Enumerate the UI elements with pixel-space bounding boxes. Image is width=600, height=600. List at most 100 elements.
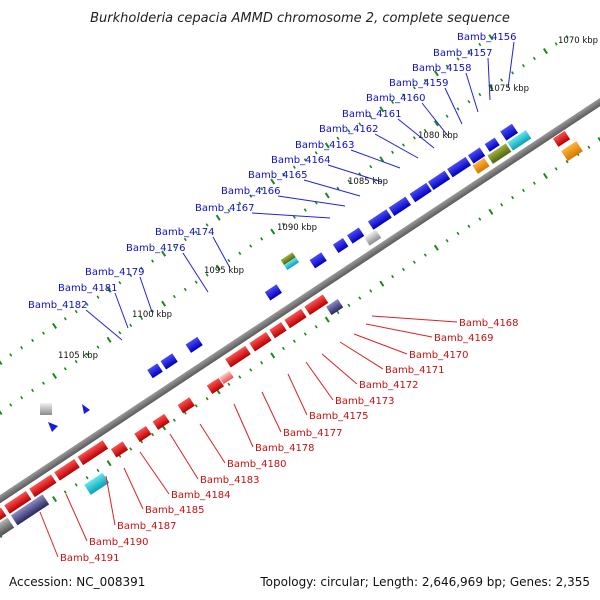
- gene-feature-reverse[interactable]: [304, 294, 329, 316]
- gene-feature-gray[interactable]: [40, 403, 52, 415]
- scale-tick: [52, 496, 58, 503]
- gene-feature-forward[interactable]: [484, 137, 500, 152]
- gene-label-forward[interactable]: Bamb_4156: [457, 32, 517, 43]
- gene-feature-olive[interactable]: [280, 252, 296, 266]
- scale-tick: [324, 316, 330, 323]
- gene-label-forward[interactable]: Bamb_4166: [221, 186, 281, 197]
- gene-feature-forward[interactable]: [409, 182, 432, 203]
- gene-label-reverse[interactable]: Bamb_4170: [409, 350, 469, 361]
- gene-feature-gray[interactable]: [363, 229, 382, 246]
- gene-feature-forward[interactable]: [347, 227, 365, 244]
- gene-feature-forward[interactable]: [48, 422, 58, 432]
- gene-label-forward[interactable]: Bamb_4160: [366, 93, 426, 104]
- gene-label-forward[interactable]: Bamb_4163: [295, 140, 355, 151]
- gene-feature-forward[interactable]: [388, 196, 411, 216]
- gene-feature-reverse[interactable]: [249, 332, 272, 352]
- gene-feature-reverse[interactable]: [552, 130, 571, 147]
- callout-line-reverse: [39, 511, 59, 558]
- gene-feature-reverse[interactable]: [269, 322, 287, 339]
- gene-feature-forward[interactable]: [309, 252, 327, 269]
- gene-label-forward[interactable]: Bamb_4174: [155, 227, 215, 238]
- gene-feature-pink[interactable]: [219, 370, 234, 385]
- gene-label-forward[interactable]: Bamb_4179: [85, 267, 145, 278]
- gene-feature-orange[interactable]: [561, 141, 583, 162]
- gene-feature-forward[interactable]: [427, 170, 451, 191]
- gene-label-forward[interactable]: Bamb_4157: [433, 48, 493, 59]
- gene-feature-reverse[interactable]: [29, 474, 57, 498]
- gene-feature-forward[interactable]: [332, 238, 349, 253]
- gene-label-forward[interactable]: Bamb_4162: [319, 124, 379, 135]
- gene-feature-reverse[interactable]: [4, 491, 32, 514]
- scale-tick: [106, 286, 112, 293]
- gene-label-reverse[interactable]: Bamb_4187: [117, 521, 177, 532]
- gene-label-reverse[interactable]: Bamb_4180: [227, 459, 287, 470]
- gene-label-reverse[interactable]: Bamb_4185: [145, 505, 205, 516]
- gene-feature-navy[interactable]: [326, 299, 344, 316]
- scale-tick: [478, 92, 482, 97]
- gene-label-forward[interactable]: Bamb_4164: [271, 155, 331, 166]
- gene-feature-reverse[interactable]: [134, 425, 152, 443]
- gene-label-forward[interactable]: Bamb_4165: [248, 170, 308, 181]
- kbp-label: 1100 kbp: [132, 310, 172, 320]
- gene-feature-cyan[interactable]: [84, 472, 110, 495]
- gene-feature-reverse[interactable]: [206, 377, 224, 395]
- gene-feature-reverse[interactable]: [110, 441, 129, 458]
- gene-feature-reverse[interactable]: [77, 440, 109, 466]
- gene-feature-reverse[interactable]: [54, 459, 80, 481]
- scale-tick: [183, 237, 187, 242]
- gene-feature-forward[interactable]: [500, 123, 518, 141]
- gene-feature-cyan[interactable]: [284, 257, 300, 271]
- gene-label-reverse[interactable]: Bamb_4172: [359, 380, 419, 391]
- gene-label-reverse[interactable]: Bamb_4169: [434, 333, 494, 344]
- gene-label-forward[interactable]: Bamb_4158: [412, 63, 472, 74]
- callout-line-reverse: [261, 391, 282, 433]
- gene-feature-olive[interactable]: [487, 143, 512, 164]
- gene-feature-reverse[interactable]: [177, 397, 195, 414]
- gene-label-forward[interactable]: Bamb_4159: [389, 78, 449, 89]
- gene-feature-reverse[interactable]: [284, 308, 307, 329]
- scale-tick: [336, 310, 340, 315]
- gene-label-forward[interactable]: Bamb_4182: [28, 300, 88, 311]
- scale-tick: [565, 35, 569, 39]
- gene-feature-forward[interactable]: [185, 336, 203, 353]
- gene-label-forward[interactable]: Bamb_4161: [342, 109, 402, 120]
- gene-feature-forward[interactable]: [147, 363, 163, 379]
- scale-tick: [52, 372, 58, 379]
- scale-tick: [270, 352, 276, 359]
- gene-feature-dark-gray[interactable]: [0, 517, 15, 538]
- gene-feature-orange[interactable]: [472, 157, 490, 174]
- gene-feature-reverse[interactable]: [0, 507, 7, 525]
- scale-tick: [379, 280, 385, 287]
- scale-tick-dots: [0, 34, 600, 539]
- gene-label-reverse[interactable]: Bamb_4183: [200, 475, 260, 486]
- scale-tick: [9, 353, 13, 357]
- gene-feature-cyan[interactable]: [507, 130, 532, 151]
- gene-label-reverse[interactable]: Bamb_4191: [60, 553, 120, 564]
- gene-label-reverse[interactable]: Bamb_4177: [283, 428, 343, 439]
- callout-line-forward: [139, 276, 153, 313]
- scale-tick: [129, 323, 133, 328]
- gene-label-reverse[interactable]: Bamb_4171: [385, 365, 445, 376]
- gene-feature-forward[interactable]: [264, 284, 282, 301]
- gene-label-reverse[interactable]: Bamb_4173: [335, 396, 395, 407]
- gene-label-forward[interactable]: Bamb_4167: [195, 203, 255, 214]
- gene-feature-forward[interactable]: [82, 404, 90, 414]
- gene-feature-reverse[interactable]: [152, 413, 170, 430]
- gene-feature-reverse[interactable]: [225, 345, 251, 368]
- scale-tick: [565, 159, 569, 164]
- gene-feature-forward[interactable]: [447, 156, 472, 178]
- gene-label-forward[interactable]: Bamb_4181: [58, 283, 118, 294]
- gene-label-reverse[interactable]: Bamb_4190: [89, 537, 149, 548]
- gene-label-reverse[interactable]: Bamb_4178: [255, 443, 315, 454]
- scale-tick: [118, 281, 122, 285]
- gene-feature-forward[interactable]: [367, 209, 392, 230]
- scale-tick: [433, 120, 439, 127]
- gene-label-reverse[interactable]: Bamb_4168: [459, 318, 519, 329]
- gene-label-reverse[interactable]: Bamb_4175: [309, 411, 369, 422]
- gene-label-reverse[interactable]: Bamb_4184: [171, 490, 231, 501]
- gene-feature-forward[interactable]: [160, 353, 178, 370]
- gene-feature-navy[interactable]: [10, 494, 50, 526]
- gene-label-forward[interactable]: Bamb_4176: [126, 243, 186, 254]
- scale-tick: [336, 136, 340, 141]
- gene-feature-forward[interactable]: [468, 147, 486, 164]
